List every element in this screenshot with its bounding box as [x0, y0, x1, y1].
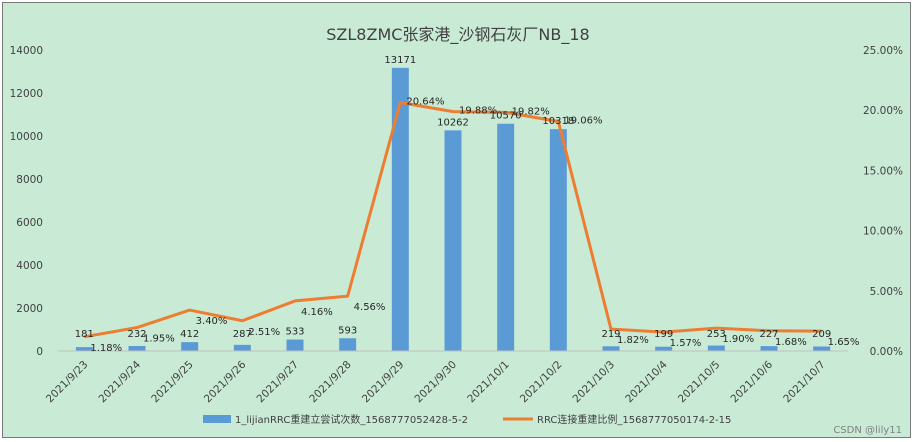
bar	[497, 123, 515, 352]
x-tick-label: 2021/9/27	[255, 359, 302, 406]
line-value-label: 1.90%	[722, 334, 754, 345]
bar-value-label: 10318	[542, 116, 574, 127]
line-series	[84, 100, 822, 339]
bar	[655, 346, 673, 351]
x-tick-label: 2021/10/2	[518, 359, 565, 406]
bar-value-label: 533	[285, 327, 304, 338]
data-labels: 181 232 412 287 533 593 13171 10262 10570 10318 21…	[75, 55, 860, 354]
left-tick-label: 2000	[16, 303, 43, 315]
x-tick-label: 2021/9/28	[307, 359, 354, 406]
bar	[128, 346, 146, 351]
x-tick-label: 2021/10/4	[623, 358, 670, 405]
legend-label-bar: 1_lijianRRC重建立尝试次数_1568777052428-5-2	[235, 413, 468, 426]
legend-swatch-bar	[203, 415, 231, 423]
x-tick-label: 2021/10/5	[676, 359, 723, 406]
left-y-axis: 0 2000 4000 6000 8000 10000 12000 14000	[10, 45, 43, 358]
x-axis: 2021/9/23 2021/9/24 2021/9/25 2021/9/26 2021…	[44, 350, 848, 406]
bar-value-label: 593	[338, 325, 357, 336]
line-value-label: 1.95%	[143, 334, 175, 345]
bar-series	[75, 67, 831, 352]
bar-value-label: 10570	[490, 111, 522, 122]
line-value-label: 1.68%	[775, 337, 807, 348]
x-tick-label: 2021/10/6	[729, 358, 776, 405]
bar	[549, 129, 567, 351]
line-value-label: 4.56%	[354, 302, 386, 313]
x-tick-label: 2021/9/30	[413, 359, 460, 406]
combo-chart: SZL8ZMC张家港_沙钢石灰厂NB_18 0 2000 4000 6000 8000 1…	[10, 25, 903, 436]
x-tick-label: 2021/10/1	[465, 359, 512, 406]
line-value-label: 2.51%	[248, 327, 280, 338]
chart-frame: SZL8ZMC张家港_沙钢石灰厂NB_18 0 2000 4000 6000 8000 1…	[2, 2, 911, 438]
right-y-axis: 0.00% 5.00% 10.00% 15.00% 20.00% 25.00%	[863, 45, 903, 358]
bar-value-label: 412	[180, 329, 199, 340]
bar	[286, 339, 304, 351]
bar	[813, 346, 831, 351]
line-path	[84, 100, 822, 339]
legend: 1_lijianRRC重建立尝试次数_1568777052428-5-2 RRC连…	[203, 413, 731, 426]
line-value-label: 20.64%	[406, 96, 444, 107]
x-tick-label: 2021/9/25	[149, 359, 196, 406]
line-value-label: 1.57%	[670, 338, 702, 349]
bar-value-label: 227	[759, 329, 778, 340]
left-tick-label: 6000	[16, 217, 43, 229]
line-value-label: 1.18%	[90, 343, 122, 354]
left-tick-label: 4000	[16, 260, 43, 272]
line-value-label: 3.40%	[196, 316, 228, 327]
bar	[602, 346, 620, 351]
legend-label-line: RRC连接重建比例_1568777050174-2-15	[537, 413, 731, 426]
watermark: CSDN @lily11	[833, 425, 902, 436]
right-tick-label: 0.00%	[870, 346, 903, 358]
bar	[181, 342, 199, 351]
bar-value-label: 209	[812, 329, 831, 340]
x-tick-label: 2021/10/3	[571, 359, 618, 406]
bar	[75, 347, 93, 351]
bar-value-label: 219	[601, 329, 620, 340]
line-value-label: 19.06%	[564, 116, 602, 127]
left-tick-label: 10000	[10, 131, 43, 143]
line-value-label: 19.88%	[459, 106, 497, 117]
bar	[339, 338, 357, 351]
bar-value-label: 287	[233, 329, 252, 340]
line-value-label: 1.82%	[617, 335, 649, 346]
bar-value-label: 232	[127, 329, 146, 340]
bar	[233, 344, 251, 351]
right-tick-label: 5.00%	[870, 286, 903, 298]
bar-value-label: 10262	[437, 117, 469, 128]
bar-value-label: 13171	[384, 55, 416, 66]
right-tick-label: 15.00%	[863, 165, 903, 177]
line-value-label: 1.65%	[828, 337, 860, 348]
left-tick-label: 8000	[16, 174, 43, 186]
bar-value-label: 181	[75, 329, 94, 340]
left-tick-label: 12000	[10, 88, 43, 100]
x-tick-label: 2021/9/29	[360, 359, 407, 406]
chart-title: SZL8ZMC张家港_沙钢石灰厂NB_18	[326, 25, 589, 45]
bar	[391, 67, 409, 352]
x-tick-label: 2021/9/26	[202, 358, 249, 405]
bar	[760, 346, 778, 351]
bar-value-label: 199	[654, 329, 673, 340]
x-tick-label: 2021/9/24	[97, 358, 144, 405]
x-tick-label: 2021/9/23	[44, 359, 91, 406]
bar	[707, 345, 725, 351]
line-value-label: 19.82%	[512, 106, 550, 117]
line-value-label: 4.16%	[301, 307, 333, 318]
left-tick-label: 0	[36, 346, 43, 358]
x-tick-label: 2021/10/7	[781, 359, 828, 406]
left-tick-label: 14000	[10, 45, 43, 57]
bar	[444, 130, 462, 351]
right-tick-label: 20.00%	[863, 105, 903, 117]
right-tick-label: 25.00%	[863, 45, 903, 57]
right-tick-label: 10.00%	[863, 226, 903, 238]
bar-value-label: 253	[707, 329, 726, 340]
